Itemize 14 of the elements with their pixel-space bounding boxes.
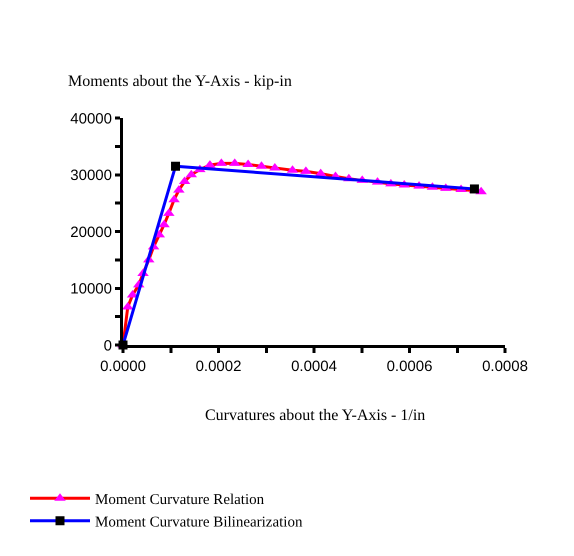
y-tick-label: 0 — [104, 337, 112, 354]
y-axis-title: Moments about the Y-Axis - kip-in — [68, 73, 292, 90]
legend-label: Moment Curvature Relation — [95, 492, 265, 508]
x-tick-label: 0.0000 — [100, 358, 146, 375]
y-tick-label: 10000 — [70, 280, 112, 298]
y-tick-label: 40000 — [70, 110, 112, 128]
x-tick-label: 0.0002 — [196, 358, 242, 375]
x-tick-label: 0.0004 — [291, 358, 337, 375]
legend-label: Moment Curvature Bilinearization — [95, 514, 303, 531]
y-tick-label: 20000 — [70, 224, 112, 241]
y-tick-label: 30000 — [70, 167, 112, 184]
x-axis-title: Curvatures about the Y-Axis - 1/in — [205, 407, 426, 424]
x-tick-label: 0.0008 — [482, 358, 528, 375]
x-tick-label: 0.0006 — [386, 358, 432, 375]
